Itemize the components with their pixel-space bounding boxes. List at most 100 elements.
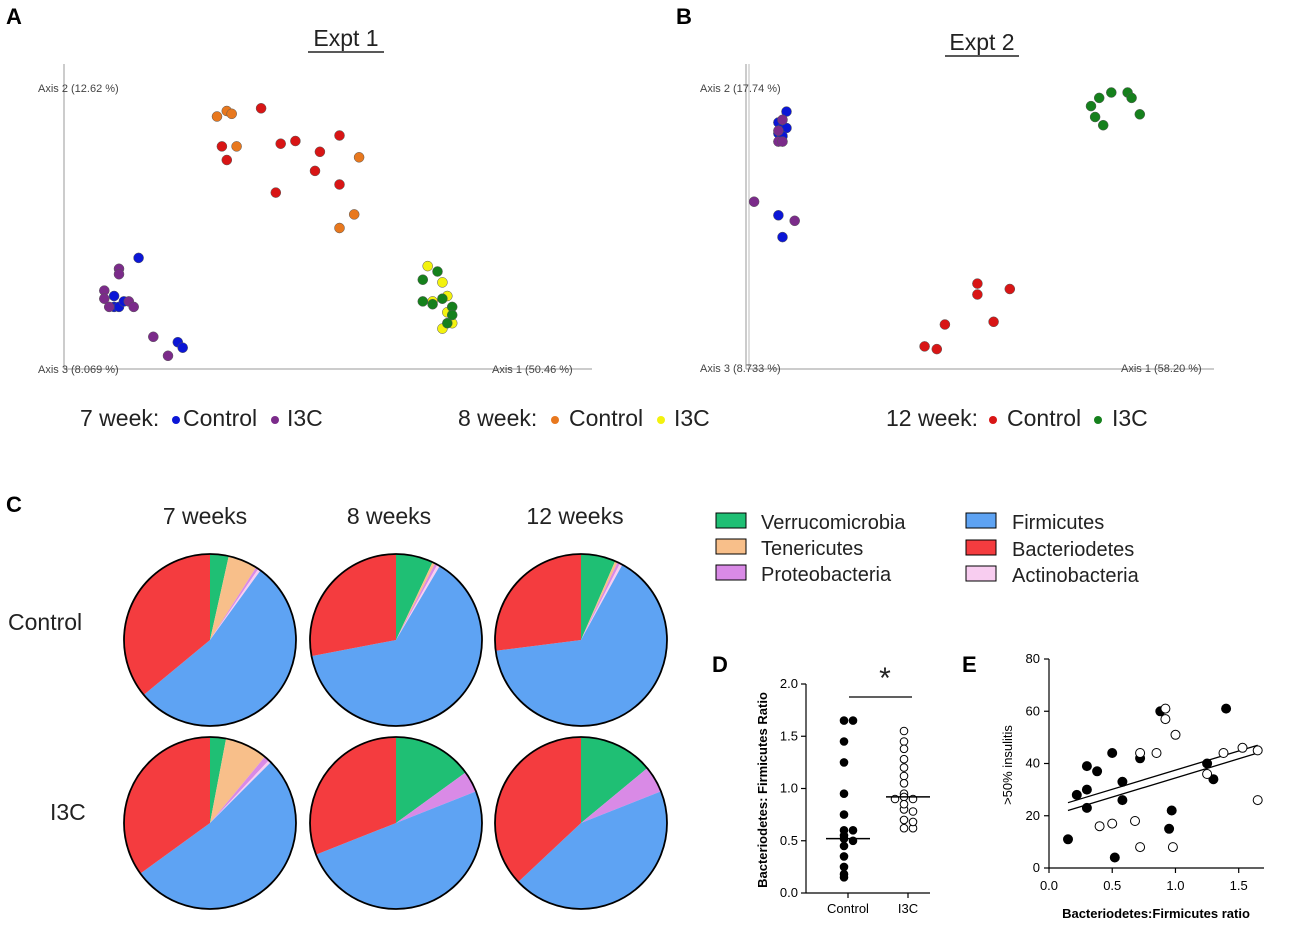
- panel-e-point-control: [1117, 776, 1128, 787]
- panel-d-point-i3c: [899, 771, 909, 781]
- panel-d-point-control: [839, 789, 849, 799]
- panel-d-point-i3c: [899, 737, 909, 746]
- panel-e-point-i3c: [1167, 842, 1178, 853]
- panel-b-point-7-week-i3c: [777, 114, 788, 126]
- legend-c-swatch-proteobacteria: [715, 564, 747, 581]
- panel-e-xlabel: Bacteriodetes:Firmicutes ratio: [1062, 906, 1250, 921]
- pie-slice-control-12-weeks-tenericutes: [581, 561, 618, 640]
- panel-a-title: Expt 1: [313, 25, 378, 51]
- legend-7-week-control-label: Control: [183, 405, 257, 431]
- panel-b-pcoa: Expt 2 Axis 2 (17.74 %) Axis 3 (8.733 %)…: [700, 29, 1214, 375]
- panel-e-point-control: [1092, 766, 1103, 777]
- panel-d-point-control: [848, 716, 858, 725]
- panel-e-point-control: [1081, 784, 1092, 795]
- panel-e-point-i3c: [1151, 748, 1162, 758]
- legend-7-week-i3c-label: I3C: [287, 405, 323, 431]
- legend-8-week-prefix: 8 week:: [458, 405, 537, 431]
- panel-b-point-12-week-i3c: [1089, 111, 1101, 123]
- pie-slice-i3c-7-weeks-tenericutes: [210, 738, 265, 823]
- panel-e-point-control: [1117, 795, 1128, 806]
- pie-slice-i3c-7-weeks-verrucomicrobia: [210, 737, 227, 823]
- legend-c-swatch-verrucomicrobia: [715, 512, 747, 529]
- legend-12-week-control-dot: [989, 416, 997, 424]
- panel-e-point-i3c: [1170, 729, 1181, 740]
- panel-a-point-12-week-control: [334, 130, 345, 141]
- panel-e-point-control: [1166, 805, 1177, 816]
- panel-e-point-control: [1109, 852, 1120, 863]
- panel-d-point-control: [839, 873, 849, 882]
- legend-7-week-control-dot: [172, 416, 180, 424]
- panel-e-ytick-label: 60: [1026, 703, 1040, 718]
- panel-a-point-12-week-control: [309, 165, 321, 177]
- legend-c-swatch-tenericutes: [715, 538, 747, 555]
- panel-b-point-7-week-i3c: [773, 125, 784, 136]
- panel-a-point-12-week-control: [255, 103, 267, 114]
- pie-outline-control-8-weeks: [309, 553, 483, 727]
- panel-a-point-12-week-i3c: [446, 309, 458, 321]
- pie-slice-control-12-weeks-firmicutes: [495, 564, 668, 727]
- panel-a-pcoa: Expt 1 Axis 2 (12.62 %) Axis 3 (8.069 %)…: [38, 25, 592, 376]
- panel-a-point-8-week-control: [226, 108, 237, 120]
- panel-d-xtick-label-control: Control: [827, 901, 869, 916]
- panel-a-point-12-week-i3c: [437, 293, 448, 304]
- pie-slice-control-7-weeks-bacteriodetes: [124, 554, 210, 695]
- panel-d-ytick-label: 1.5: [780, 728, 798, 743]
- legend-group-7-week: 7 week: Control I3C: [80, 405, 323, 431]
- panel-label-a: A: [6, 4, 22, 29]
- panel-d-point-i3c: [899, 744, 909, 754]
- legend-c-label-verrucomicrobia: Verrucomicrobia: [761, 512, 906, 534]
- panel-a-axis3-label: Axis 3 (8.069 %): [38, 364, 119, 376]
- panel-a-axis1-label: Axis 1 (50.46 %): [492, 364, 573, 376]
- panel-e-xtick-label: 1.0: [1166, 878, 1184, 893]
- panel-b-point-12-week-i3c: [1097, 119, 1109, 131]
- panel-a-point-8-week-control: [211, 111, 223, 122]
- legend-c-label-firmicutes: Firmicutes: [1012, 512, 1104, 534]
- panel-d-point-control: [848, 826, 858, 835]
- panel-e-point-i3c: [1237, 742, 1248, 753]
- panel-e-point-control: [1081, 802, 1092, 813]
- panel-d-point-control: [839, 862, 849, 872]
- pie-slice-i3c-7-weeks-bacteriodetes: [123, 737, 210, 874]
- legend-c-label-bacteriodetes: Bacteriodetes: [1012, 539, 1134, 561]
- panel-b-point-12-week-i3c: [1126, 92, 1137, 104]
- panel-a-axis2-label: Axis 2 (12.62 %): [38, 83, 119, 95]
- panel-b-point-12-week-i3c: [1106, 87, 1117, 98]
- pie-slice-control-8-weeks-firmicutes: [311, 565, 482, 727]
- panel-a-point-12-week-i3c: [442, 317, 453, 329]
- legend-c-label-proteobacteria: Proteobacteria: [761, 564, 892, 586]
- panel-a-point-8-week-control: [231, 141, 242, 152]
- panel-e-ylabel: >50% insulitis: [1000, 725, 1015, 805]
- panel-e-point-i3c: [1107, 818, 1118, 829]
- panel-a-point-7-week-i3c: [162, 350, 174, 362]
- panel-a-point-7-week-control: [177, 342, 188, 353]
- pie-slice-i3c-12-weeks-verrucomicrobia: [581, 737, 648, 823]
- legend-c-label-actinobacteria: Actinobacteria: [1012, 565, 1140, 587]
- pie-slice-i3c-12-weeks-proteobacteria: [581, 768, 661, 823]
- pie-slice-control-7-weeks-firmicutes: [143, 570, 296, 726]
- panel-e-ticks: 0 20 40 60 80 0.0 0.5 1.0 1.5: [1026, 651, 1248, 893]
- panel-b-point-12-week-control: [988, 316, 999, 328]
- pie-slice-control-7-weeks-actinobacteria: [210, 568, 261, 640]
- pie-slice-control-12-weeks-proteobacteria: [581, 562, 621, 640]
- panel-b-axis2-label: Axis 2 (17.74 %): [700, 83, 781, 95]
- panel-a-point-8-week-i3c: [422, 260, 433, 272]
- panel-d-point-i3c: [899, 726, 909, 736]
- panel-d-significance: *: [879, 662, 891, 695]
- panel-b-point-12-week-control: [972, 289, 983, 300]
- panel-d-point-control: [839, 737, 849, 746]
- panel-e-point-control: [1063, 834, 1073, 845]
- panel-e-point-control: [1081, 761, 1092, 772]
- panel-c-col-8-weeks: 8 weeks: [347, 503, 431, 529]
- panel-e-correlation: Bacteriodetes:Firmicutes ratio >50% insu…: [1000, 651, 1264, 921]
- panel-b-point-12-week-control: [931, 343, 943, 355]
- panel-d-points: [826, 716, 930, 882]
- panel-b-point-7-week-i3c: [748, 196, 760, 207]
- panel-e-point-control: [1071, 789, 1082, 800]
- panel-b-point-7-week-control: [777, 231, 788, 243]
- pie-slice-i3c-12-weeks-bacteriodetes: [495, 737, 581, 882]
- panel-b-point-7-week-i3c: [789, 215, 800, 227]
- panel-d-ratio: Bacteriodetes: Firmicutes Ratio * 0.0 0.5…: [755, 662, 930, 916]
- panel-d-ytick-label: 0.5: [780, 833, 798, 848]
- panel-e-point-i3c: [1130, 816, 1140, 826]
- pie-slice-control-7-weeks-tenericutes: [210, 556, 257, 640]
